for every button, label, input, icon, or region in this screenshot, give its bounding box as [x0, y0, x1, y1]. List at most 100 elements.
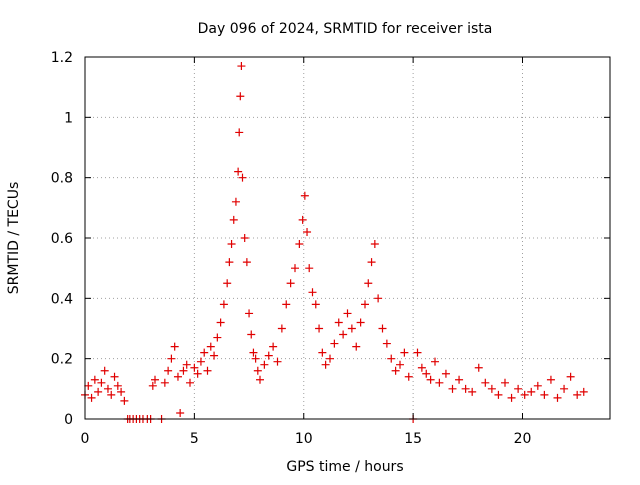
data-point	[238, 173, 247, 182]
data-point	[520, 390, 529, 399]
data-point	[295, 240, 304, 249]
data-point	[431, 357, 439, 366]
data-point	[186, 378, 194, 387]
data-point	[148, 381, 157, 390]
data-point	[370, 240, 379, 249]
data-point	[193, 369, 202, 378]
y-tick-label: 0.2	[51, 352, 73, 368]
data-point	[367, 258, 376, 267]
data-point	[501, 378, 509, 387]
points-layer	[81, 62, 588, 423]
data-point	[173, 372, 182, 381]
data-point	[573, 390, 582, 399]
data-point	[200, 348, 209, 357]
data-point	[110, 372, 119, 381]
data-point	[206, 342, 215, 351]
data-point	[361, 300, 369, 309]
plot-frame	[84, 56, 611, 420]
data-point	[426, 375, 435, 384]
data-point	[273, 357, 282, 366]
data-point	[579, 387, 588, 396]
data-point	[179, 366, 188, 375]
data-point	[374, 294, 383, 303]
data-point	[103, 384, 112, 393]
data-point	[190, 363, 199, 372]
y-tick-label: 1	[64, 110, 73, 126]
data-point	[308, 288, 317, 297]
data-point	[231, 197, 240, 206]
data-point	[391, 366, 400, 375]
data-point	[227, 240, 236, 249]
data-point	[249, 348, 258, 357]
data-point	[533, 381, 542, 390]
data-point	[117, 387, 126, 396]
data-point	[151, 375, 159, 384]
x-tick-label: 20	[514, 431, 532, 447]
data-point	[298, 215, 307, 224]
data-point	[242, 258, 251, 267]
data-point	[352, 342, 361, 351]
data-point	[441, 369, 450, 378]
data-point	[236, 92, 245, 101]
y-tick-label: 0.4	[51, 291, 73, 307]
data-point	[315, 324, 324, 333]
data-point	[160, 378, 169, 387]
data-point	[196, 357, 205, 366]
data-point	[396, 360, 404, 369]
data-point	[448, 384, 457, 393]
data-point	[356, 318, 365, 327]
data-point	[269, 342, 278, 351]
data-point	[291, 264, 299, 273]
grid-layer	[85, 57, 610, 419]
data-point	[417, 363, 426, 372]
data-point	[455, 375, 464, 384]
data-point	[461, 384, 470, 393]
data-point	[566, 372, 575, 381]
data-point	[318, 348, 327, 357]
data-point	[347, 324, 356, 333]
y-tick-label: 1.2	[51, 50, 73, 66]
x-tick-label: 0	[81, 431, 90, 447]
data-point	[225, 258, 234, 267]
data-point	[435, 378, 444, 387]
chart-title: Day 096 of 2024, SRMTID for receiver ist…	[198, 21, 493, 37]
data-point	[235, 128, 244, 137]
data-point	[540, 390, 549, 399]
data-point	[514, 384, 523, 393]
data-point	[494, 390, 503, 399]
data-point	[487, 384, 496, 393]
data-point	[311, 300, 320, 309]
data-point	[240, 234, 249, 242]
y-tick-label: 0.8	[51, 171, 73, 187]
data-point	[326, 354, 334, 363]
data-point	[560, 384, 569, 393]
data-point	[182, 360, 191, 369]
data-point	[256, 375, 264, 384]
data-point	[164, 366, 173, 375]
data-point	[330, 339, 339, 348]
data-point	[507, 393, 516, 402]
data-point	[223, 279, 232, 288]
data-point	[229, 215, 238, 224]
data-point	[321, 360, 330, 369]
data-point	[120, 396, 129, 405]
y-axis-label: SRMTID / TECUs	[6, 182, 22, 295]
data-point	[167, 354, 176, 363]
x-tick-label: 15	[404, 431, 422, 447]
x-tick-label: 10	[295, 431, 313, 447]
data-point	[300, 191, 309, 200]
data-point	[553, 393, 562, 402]
data-point	[422, 369, 431, 378]
x-axis-label: GPS time / hours	[286, 459, 403, 475]
data-point	[94, 387, 103, 396]
data-point	[546, 375, 555, 384]
data-point	[286, 279, 295, 288]
data-point	[247, 330, 256, 339]
data-point	[387, 354, 396, 363]
data-point	[339, 330, 348, 339]
data-point	[343, 309, 352, 318]
data-point	[474, 363, 483, 372]
data-point	[277, 324, 286, 333]
